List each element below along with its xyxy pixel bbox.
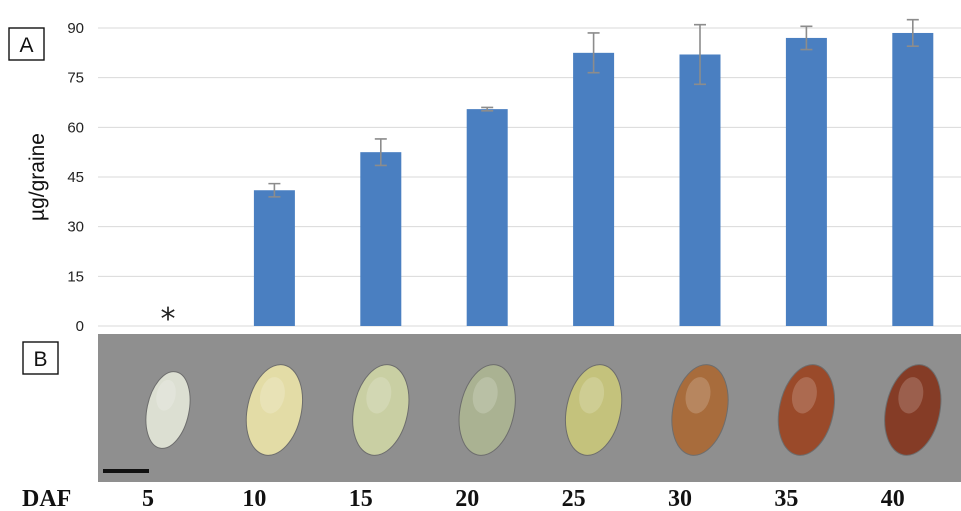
error-bar-35 xyxy=(800,25,813,51)
panel-b-label-box xyxy=(22,341,59,375)
grid-lines xyxy=(98,27,961,327)
y-tick-label: 30 xyxy=(67,219,84,236)
bar-40 xyxy=(892,32,934,326)
error-bar-20 xyxy=(481,106,494,112)
panel-a-label-box xyxy=(8,27,45,61)
error-bar-10 xyxy=(268,182,281,198)
daf-tick-labels: 5 10 15 20 25 30 35 40 xyxy=(142,486,905,511)
panel-b-seed-photos: B xyxy=(22,334,961,482)
daf-tick-label: 35 xyxy=(774,486,798,511)
seed-images xyxy=(145,364,942,456)
panel-b-label: B xyxy=(33,348,47,371)
error-bar-25 xyxy=(587,32,600,74)
daf-tick-label: 20 xyxy=(455,486,479,511)
seed-photo-30 xyxy=(671,364,729,456)
y-tick-label: 75 xyxy=(67,70,84,87)
seed-photo-10 xyxy=(245,364,303,456)
bar-35 xyxy=(785,37,827,326)
y-tick-label: 15 xyxy=(67,268,84,285)
y-tick-label: 45 xyxy=(67,169,84,186)
y-tick-labels: 0 15 30 45 60 75 90 xyxy=(67,20,84,335)
bars xyxy=(253,32,934,326)
error-bar-40 xyxy=(906,18,919,48)
bar-20 xyxy=(466,109,508,326)
y-axis-label: µg/graine xyxy=(26,133,49,221)
seed-photo-35 xyxy=(777,364,835,456)
seed-photo-20 xyxy=(458,364,516,456)
daf-tick-label: 5 xyxy=(142,486,154,511)
no-data-asterisk: * xyxy=(161,302,176,337)
daf-tick-label: 10 xyxy=(242,486,266,511)
seed-photo-15 xyxy=(352,364,410,456)
daf-tick-label: 40 xyxy=(881,486,905,511)
y-tick-label: 90 xyxy=(67,20,84,37)
error-bar-30 xyxy=(694,23,706,86)
bar-25 xyxy=(573,52,615,326)
panel-a-label: A xyxy=(19,34,33,57)
panel-a-bar-chart: 0 15 30 45 60 75 90 µg/graine * A xyxy=(8,18,961,337)
y-tick-label: 60 xyxy=(67,119,84,136)
daf-tick-label: 30 xyxy=(668,486,692,511)
seed-photo-5 xyxy=(145,371,191,449)
bar-15 xyxy=(360,152,402,326)
daf-axis-label: DAF xyxy=(22,486,71,511)
bar-30 xyxy=(679,54,721,326)
error-bars xyxy=(268,18,919,198)
error-bar-15 xyxy=(374,138,387,167)
y-tick-label: 0 xyxy=(76,318,84,335)
seed-photo-25 xyxy=(565,364,623,456)
scale-bar xyxy=(103,469,149,473)
bar-10 xyxy=(253,190,295,326)
daf-tick-label: 15 xyxy=(349,486,373,511)
seed-photo-40 xyxy=(884,364,942,456)
daf-tick-label: 25 xyxy=(562,486,586,511)
